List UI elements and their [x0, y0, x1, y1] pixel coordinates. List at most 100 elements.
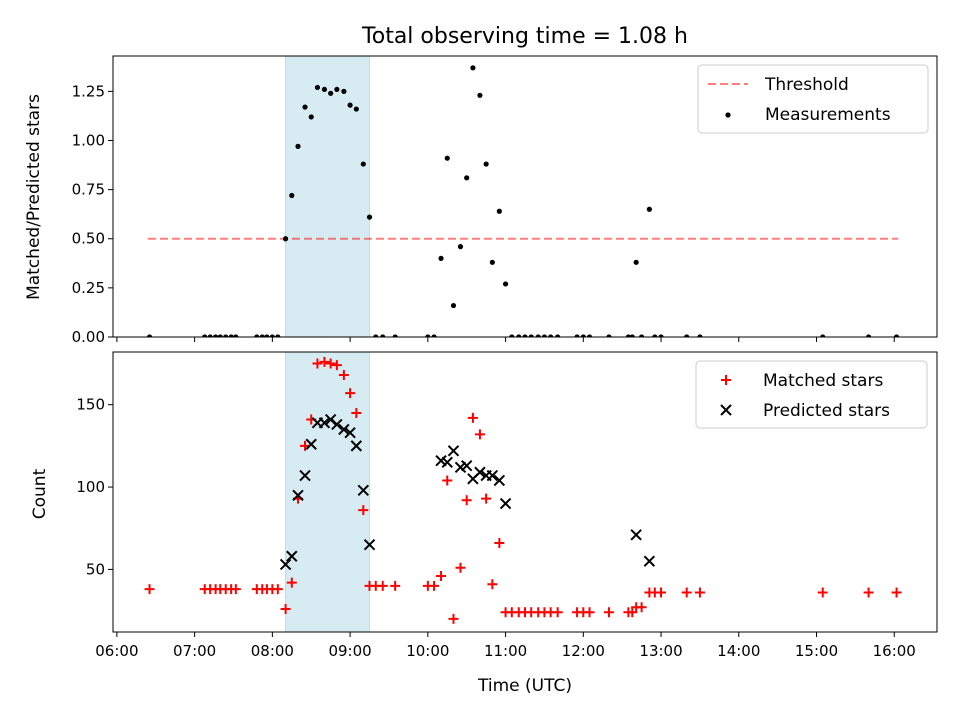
matched-star-point: [681, 587, 692, 598]
x-tick-label: 06:00: [95, 642, 138, 660]
matched-star-point: [552, 607, 563, 618]
measurement-point: [202, 334, 208, 337]
measurement-point: [213, 334, 219, 337]
measurement-point: [646, 206, 652, 212]
predicted-star-point: [338, 423, 350, 436]
measurement-point: [450, 302, 457, 309]
matched-star-point: [429, 580, 440, 591]
measurement-point: [865, 334, 872, 337]
top-panel: 0.00 0.25 0.50 0.75 1.00 1.25: [72, 55, 938, 346]
predicted-star-point: [363, 538, 376, 551]
predicted-star-point: [318, 417, 331, 429]
matched-star-point: [448, 613, 459, 624]
top-y-axis-label: Matched/Predicted stars: [24, 94, 44, 300]
plot-area: [146, 65, 900, 337]
predicted-star-point: [441, 456, 453, 469]
measurement-point: [574, 334, 580, 337]
predicted-star-point: [460, 459, 473, 472]
measurement-point: [489, 259, 495, 265]
matched-star-point: [494, 538, 505, 549]
predicted-star-point: [305, 438, 317, 450]
measurement-point: [233, 334, 239, 337]
measurement-point: [625, 334, 631, 337]
bottom-y-axis-label: Count: [30, 468, 50, 519]
matched-star-point: [656, 587, 667, 598]
matched-star-point: [584, 607, 595, 618]
predicted-star-point: [292, 489, 304, 502]
predicted-star-point: [350, 440, 363, 452]
matched-star-point: [390, 580, 401, 591]
measurement-point: [146, 334, 153, 337]
matched-star-point: [319, 356, 330, 367]
measurement-point: [373, 334, 379, 337]
matched-star-point: [272, 584, 283, 595]
measurement-point: [289, 192, 295, 199]
legend-matched-swatch: [721, 375, 731, 385]
matched-star-point: [891, 587, 902, 598]
predicted-star-point: [299, 469, 311, 482]
measurement-point: [295, 143, 301, 149]
measurement-point: [555, 334, 561, 337]
x-tick-label: 14:00: [717, 642, 760, 660]
y-tick-label: 0.25: [72, 279, 105, 297]
observing-window-span: [285, 351, 371, 633]
measurement-point: [658, 334, 664, 337]
measurement-point: [308, 114, 314, 120]
measurement-point: [366, 214, 373, 220]
x-tick-label: 08:00: [251, 642, 294, 660]
matched-star-point: [603, 607, 614, 618]
matched-star-point: [345, 388, 356, 399]
measurement-point: [548, 334, 554, 337]
predicted-star-point: [493, 474, 506, 487]
x-tick-label: 09:00: [328, 642, 371, 660]
measurement-point: [464, 175, 470, 181]
x-tick-label: 13:00: [639, 642, 682, 660]
matched-star-point: [481, 493, 492, 504]
measurement-point: [586, 334, 593, 337]
legend-predicted-label: Predicted stars: [763, 401, 890, 421]
measurement-point: [431, 334, 437, 337]
predicted-star-point: [344, 426, 356, 439]
legend-matched-label: Matched stars: [763, 371, 883, 391]
axes-frame: [112, 55, 938, 338]
measurement-point: [639, 334, 645, 337]
measurement-point: [259, 334, 265, 337]
matched-star-point: [280, 603, 291, 614]
measurement-point: [580, 334, 586, 337]
matched-star-point: [474, 429, 485, 440]
measurement-point: [535, 334, 541, 337]
y-tick-label: 0.00: [72, 328, 105, 346]
measurement-point: [697, 334, 703, 337]
measurement-point: [516, 334, 522, 337]
measurement-point: [328, 90, 334, 96]
measurement-point: [470, 65, 476, 71]
x-tick-label: 10:00: [406, 642, 449, 660]
measurement-point: [347, 102, 353, 108]
measurement-point: [275, 334, 281, 337]
matched-star-point: [331, 360, 342, 371]
y-tick-label: 0.75: [72, 181, 105, 199]
measurement-point: [820, 334, 826, 337]
measurement-point: [254, 334, 260, 337]
predicted-star-point: [286, 550, 298, 562]
predicted-star-point: [486, 469, 499, 482]
measurement-point: [457, 244, 464, 250]
predicted-star-point: [357, 484, 370, 497]
matched-star-point: [467, 412, 478, 423]
measurement-point: [282, 236, 289, 242]
matched-star-point: [144, 584, 155, 595]
measurement-point: [341, 88, 347, 94]
measurement-point: [334, 86, 340, 93]
predicted-star-point: [499, 497, 512, 510]
matched-star-point: [436, 571, 447, 581]
measurement-point: [522, 334, 528, 337]
measurement-point: [321, 86, 328, 93]
matched-star-point: [455, 562, 466, 573]
plot-area: [144, 356, 902, 624]
x-tick-label: 12:00: [562, 642, 605, 660]
measurement-point: [425, 334, 431, 337]
measurement-point: [228, 334, 234, 337]
matched-star-point: [230, 584, 241, 595]
matched-star-point: [487, 579, 498, 590]
